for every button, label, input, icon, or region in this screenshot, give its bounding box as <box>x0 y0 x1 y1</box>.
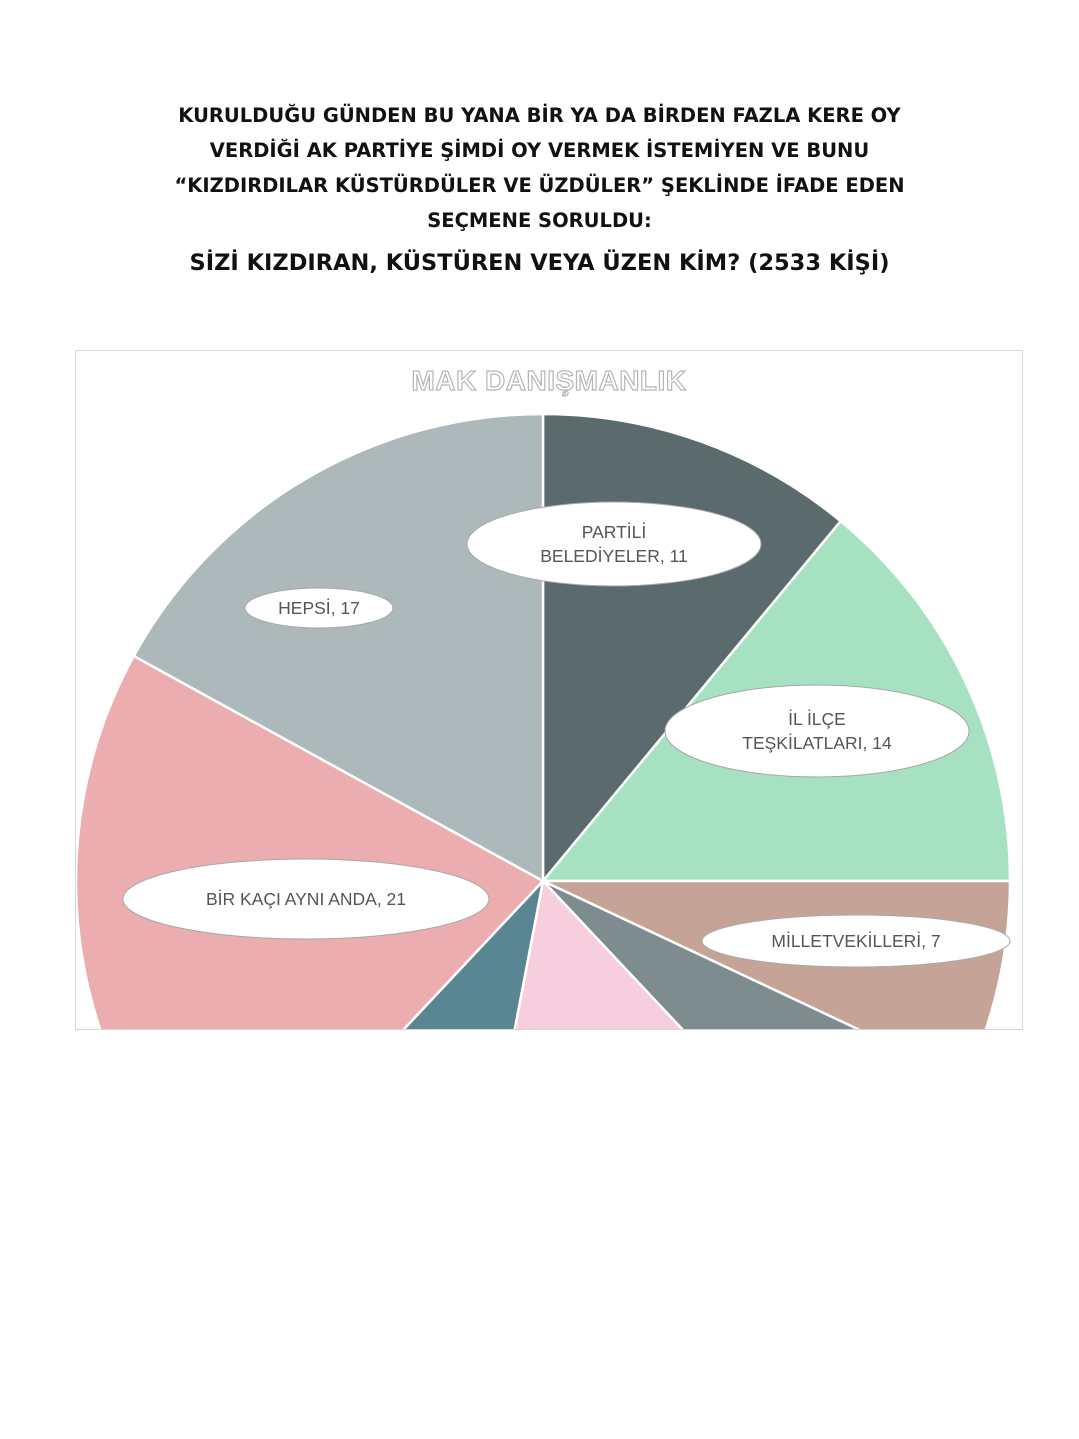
pie-slice <box>402 877 546 1029</box>
pie-labels: PARTİLİ BELEDİYELER, 11 İL İLÇE TEŞKİLATLAR… <box>122 501 1011 968</box>
slice-label-text: BELEDİYELER, 11 <box>540 546 688 566</box>
slice-label: MİLLETVEKİLLERİ, 7 <box>701 914 1011 968</box>
watermark: MAK DANIŞMANLIK <box>411 364 687 396</box>
pie-chart: PARTİLİ BELEDİYELER, 11 İL İLÇE TEŞKİLATLAR… <box>76 412 1012 1029</box>
survey-question: SİZİ KIZDIRAN, KÜSTÜREN VEYA ÜZEN KİM? (… <box>189 250 890 276</box>
slice-label: BİR KAÇI AYNI ANDA, 21 <box>122 858 490 940</box>
pie-slice <box>132 412 545 884</box>
intro-line: “KIZDIRDILAR KÜSTÜRDÜLER VE ÜZDÜLER” ŞEK… <box>174 174 905 197</box>
intro-line: KURULDUĞU GÜNDEN BU YANA BİR YA DA BİRDE… <box>178 104 901 127</box>
label-bubble <box>122 858 490 940</box>
intro-line: SEÇMENE SORULDU: <box>427 209 652 232</box>
slice-label-text: PARTİLİ <box>582 522 647 542</box>
slice-label-text: TEŞKİLATLARI, 14 <box>742 733 892 753</box>
slice-label-text: HEPSİ, 17 <box>278 598 360 618</box>
slice-label-text: İL İLÇE <box>788 709 846 729</box>
slice-label-text: MİLLETVEKİLLERİ, 7 <box>771 931 940 951</box>
survey-intro: KURULDUĞU GÜNDEN BU YANA BİR YA DA BİRDE… <box>60 98 1019 238</box>
label-bubble <box>244 587 394 629</box>
label-bubble <box>701 914 1011 968</box>
pie-chart-frame: MAK DANIŞMANLIK PARTİLİ BELEDİYELER, 11 İL… <box>75 350 1023 1030</box>
pie-slice <box>76 654 546 1029</box>
intro-line: VERDİĞİ AK PARTİYE ŞİMDİ OY VERMEK İSTEM… <box>209 139 870 162</box>
label-bubble <box>664 684 970 778</box>
slice-label: HEPSİ, 17 <box>244 587 394 629</box>
pie-slice <box>542 879 861 1029</box>
slice-label: PARTİLİ BELEDİYELER, 11 <box>466 501 762 587</box>
slice-label: İL İLÇE TEŞKİLATLARI, 14 <box>664 684 970 778</box>
label-bubble <box>466 501 762 587</box>
slice-label-text: BİR KAÇI AYNI ANDA, 21 <box>206 889 406 909</box>
pie-slice <box>513 878 684 1029</box>
